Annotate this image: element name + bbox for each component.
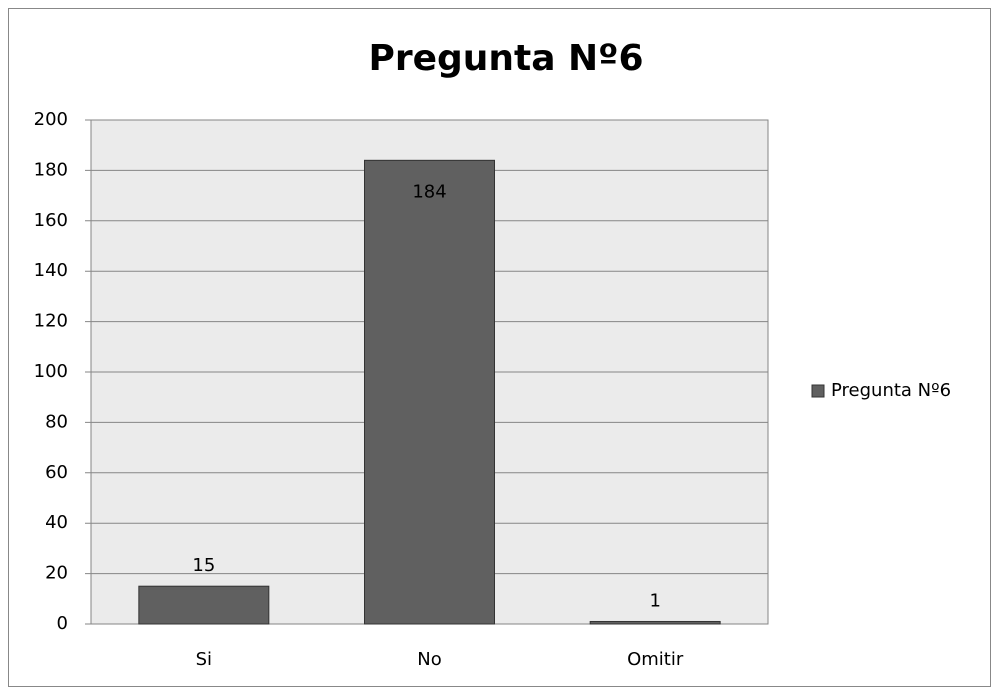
legend-label: Pregunta Nº6: [831, 380, 951, 401]
data-label: 184: [412, 181, 446, 202]
x-tick-label: No: [417, 649, 441, 670]
chart-title: Pregunta Nº6: [368, 38, 643, 79]
y-tick-label: 40: [45, 512, 68, 533]
bar: [364, 159, 495, 625]
data-label: 1: [649, 590, 660, 611]
x-tick-label: Si: [196, 649, 212, 670]
y-tick-label: 0: [57, 613, 68, 634]
bar: [589, 620, 721, 625]
y-tick-label: 80: [45, 411, 68, 432]
y-tick-label: 200: [34, 109, 68, 130]
y-tick-label: 20: [45, 563, 68, 584]
y-tick-label: 140: [34, 260, 68, 281]
x-tick-label: Omitir: [627, 649, 684, 670]
bar: [138, 585, 270, 625]
y-tick-label: 160: [34, 210, 68, 231]
y-tick-label: 180: [34, 159, 68, 180]
legend-swatch: [811, 384, 825, 398]
data-label: 15: [192, 555, 215, 576]
y-tick-label: 100: [34, 361, 68, 382]
y-tick-label: 120: [34, 311, 68, 332]
y-tick-label: 60: [45, 462, 68, 483]
